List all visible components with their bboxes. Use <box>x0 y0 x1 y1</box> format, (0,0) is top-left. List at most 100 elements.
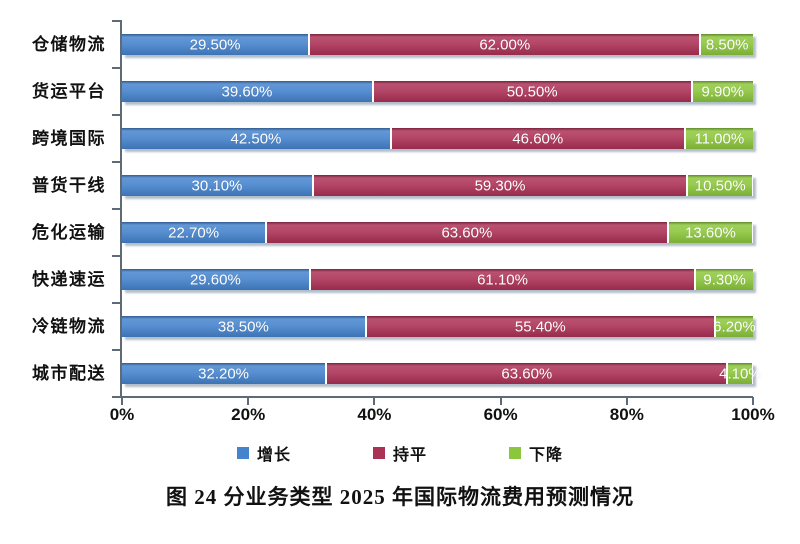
stacked-bar: 39.60% 50.50% 9.90% <box>122 81 753 102</box>
legend-item-增长: 增长 <box>236 441 291 465</box>
category-label: 仓储物流 <box>32 35 106 54</box>
y-axis-tick <box>112 20 121 22</box>
data-label: 22.70% <box>168 224 220 241</box>
stacked-bar: 38.50% 55.40% 6.20% <box>122 316 756 337</box>
bar-segment-持平: 55.40% <box>364 316 714 337</box>
bar-segment-增长: 30.10% <box>122 175 312 196</box>
stacked-bar: 42.50% 46.60% 11.00% <box>122 128 753 149</box>
stacked-bar: 30.10% 59.30% 10.50% <box>122 175 753 196</box>
data-label: 62.00% <box>479 36 531 53</box>
x-axis-line <box>112 396 753 398</box>
data-label: 8.50% <box>705 36 749 53</box>
stacked-bar: 22.70% 63.60% 13.60% <box>122 222 753 243</box>
bar-segment-增长: 29.60% <box>122 269 309 290</box>
x-axis-tick <box>499 397 502 405</box>
x-axis-tick-label: 0% <box>109 405 135 424</box>
stacked-bar: 29.60% 61.10% 9.30% <box>122 269 753 290</box>
category-label: 快递速运 <box>32 270 106 289</box>
data-label: 39.60% <box>221 83 273 100</box>
category-label: 危化运输 <box>32 223 106 242</box>
x-axis-tick-label: 20% <box>231 405 266 424</box>
bar-segment-持平: 61.10% <box>308 269 695 290</box>
x-axis-tick <box>625 397 628 405</box>
legend-swatch <box>236 447 249 459</box>
bar-rows: 仓储物流 29.50% 62.00% 8.50% 货运平台 39.60% 50.50% 9.9… <box>32 21 762 397</box>
chart-row: 仓储物流 29.50% 62.00% 8.50% <box>32 21 753 68</box>
figure-caption: 图 24 分业务类型 2025 年国际物流费用预测情况 <box>166 485 634 509</box>
data-label: 9.90% <box>701 83 745 100</box>
bar-segment-下降: 9.90% <box>690 81 753 102</box>
y-axis-tick <box>112 302 121 304</box>
data-label: 50.50% <box>506 83 558 100</box>
data-label: 42.50% <box>230 130 282 147</box>
legend-label: 增长 <box>256 447 291 464</box>
x-axis-tick-label: 100% <box>731 405 775 424</box>
x-axis-tick <box>121 397 123 405</box>
y-axis-tick <box>112 114 121 116</box>
bar-segment-增长: 32.20% <box>122 363 326 384</box>
data-label: 11.00% <box>694 130 745 147</box>
x-axis-tick <box>373 397 376 405</box>
bar-segment-下降: 10.50% <box>686 175 753 196</box>
y-axis-tick <box>112 208 121 210</box>
y-axis-line <box>120 20 122 398</box>
category-label: 货运平台 <box>32 82 106 101</box>
bar-segment-持平: 59.30% <box>311 175 687 196</box>
bar-segment-下降: 13.60% <box>666 222 753 243</box>
chart-row: 跨境国际 42.50% 46.60% 11.00% <box>32 115 753 162</box>
chart-row: 快递速运 29.60% 61.10% 9.30% <box>32 256 753 303</box>
data-label: 32.20% <box>198 365 250 382</box>
stacked-bar: 32.20% 63.60% 4.10% <box>122 363 762 384</box>
bar-segment-持平: 46.60% <box>389 128 684 149</box>
bar-segment-下降: 9.30% <box>694 269 753 290</box>
chart-row: 城市配送 32.20% 63.60% 4.10% <box>32 350 762 397</box>
data-label: 63.60% <box>441 224 493 241</box>
category-label: 跨境国际 <box>32 129 106 148</box>
data-label: 30.10% <box>191 177 243 194</box>
legend-swatch <box>509 447 521 459</box>
data-label: 9.30% <box>703 271 746 288</box>
data-label: 6.20% <box>713 318 756 335</box>
chart-row: 冷链物流 38.50% 55.40% 6.20% <box>32 303 756 350</box>
x-axis-tick-label: 80% <box>609 405 644 424</box>
bar-segment-持平: 63.60% <box>265 222 667 243</box>
legend-label: 持平 <box>392 447 427 464</box>
data-label: 13.60% <box>685 224 736 241</box>
data-label: 63.60% <box>501 365 553 382</box>
legend-swatch <box>372 447 385 459</box>
data-label: 29.60% <box>189 271 241 288</box>
data-label: 61.10% <box>477 271 528 288</box>
data-label: 55.40% <box>514 318 566 335</box>
bar-segment-持平: 63.60% <box>325 363 727 384</box>
bar-segment-增长: 42.50% <box>122 128 390 149</box>
bar-segment-增长: 38.50% <box>122 316 365 337</box>
chart-row: 普货干线 30.10% 59.30% 10.50% <box>32 162 753 209</box>
y-axis-tick <box>112 67 121 69</box>
x-axis-tick <box>247 397 250 405</box>
data-label: 29.50% <box>189 36 241 53</box>
bar-segment-下降: 8.50% <box>699 34 753 55</box>
chart-row: 货运平台 39.60% 50.50% 9.90% <box>32 68 753 115</box>
bar-segment-下降: 11.00% <box>683 128 753 149</box>
y-axis-tick <box>112 161 121 163</box>
x-axis-tick-label: 40% <box>357 405 392 424</box>
bar-segment-增长: 29.50% <box>122 34 309 55</box>
legend-item-持平: 持平 <box>372 441 427 465</box>
bar-segment-增长: 39.60% <box>122 81 372 102</box>
bar-segment-持平: 62.00% <box>308 34 700 55</box>
data-label: 38.50% <box>217 318 269 335</box>
chart-row: 危化运输 22.70% 63.60% 13.60% <box>32 209 753 256</box>
data-label: 59.30% <box>474 177 526 194</box>
category-label: 普货干线 <box>32 176 106 195</box>
category-label: 冷链物流 <box>32 317 106 336</box>
y-axis-tick <box>112 349 121 351</box>
stacked-bar: 29.50% 62.00% 8.50% <box>122 34 753 55</box>
category-label: 城市配送 <box>32 364 106 383</box>
x-axis-tick <box>752 397 754 405</box>
x-axis-tick-label: 60% <box>483 405 518 424</box>
bar-segment-持平: 50.50% <box>371 81 691 102</box>
bar-segment-下降: 6.20% <box>713 316 756 337</box>
legend-label: 下降 <box>529 447 564 464</box>
legend-item-下降: 下降 <box>509 441 563 465</box>
